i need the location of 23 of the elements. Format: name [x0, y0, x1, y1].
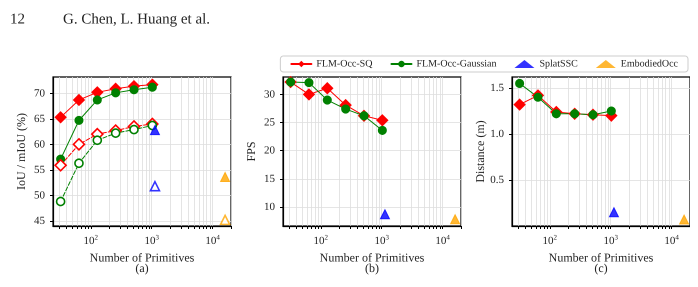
y-tick-label: 0.5	[490, 174, 504, 186]
legend-label: EmbodiedOcc	[620, 58, 679, 70]
legend-label: FLM-Occ-SQ	[316, 58, 374, 70]
y-tick-label: 1.5	[490, 82, 504, 94]
y-tick-label: 25	[264, 116, 276, 129]
y-axis-title: Distance (m)	[473, 120, 487, 183]
y-tick-label: 10	[264, 200, 276, 213]
text: 12	[10, 12, 25, 28]
y-axis-title: IoU / mIoU (%)	[14, 113, 28, 190]
legend-label: FLM-Occ-Gaussian	[416, 58, 496, 70]
y-tick-label: 15	[264, 172, 276, 185]
y-tick-label: 30	[264, 88, 276, 100]
y-tick-label: 20	[264, 144, 276, 157]
y-tick-label: 50	[34, 189, 46, 202]
y-tick-label: 45	[34, 214, 46, 227]
y-tick-label: 65	[34, 112, 46, 125]
y-tick-label: 60	[34, 138, 46, 150]
y-tick-label: 1.0	[490, 128, 504, 140]
text: G. Chen, L. Huang et al.	[63, 12, 210, 28]
y-tick-label: 55	[34, 164, 46, 176]
y-tick-label: 70	[34, 87, 46, 100]
legend-label: SplatSSC	[539, 58, 578, 70]
y-axis-title: FPS	[244, 141, 258, 162]
